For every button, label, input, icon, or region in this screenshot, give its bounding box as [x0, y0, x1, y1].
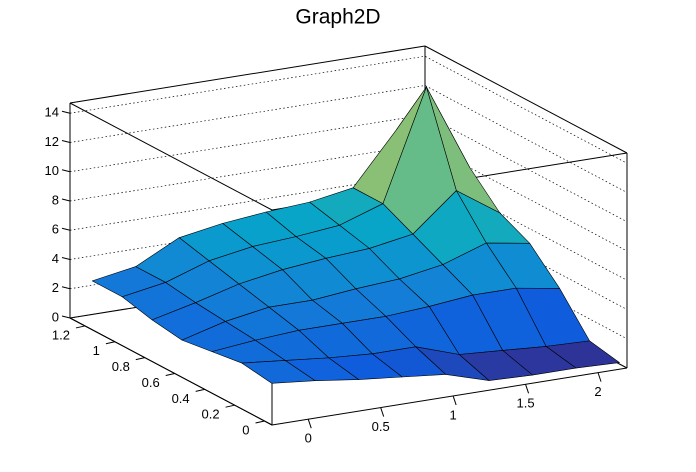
y-tick [225, 404, 235, 408]
y-tick-label: 0.4 [172, 391, 190, 406]
z-tick-label: 10 [45, 163, 59, 178]
z-tick [61, 257, 71, 260]
z-tick [61, 198, 71, 202]
z-tick [61, 110, 71, 114]
y-tick-label: 1.2 [52, 327, 70, 342]
z-tick [61, 169, 71, 173]
x-tick [380, 407, 385, 417]
x-axis [271, 367, 628, 426]
x-tick [307, 419, 312, 429]
z-tick-label: 6 [52, 222, 59, 237]
y-axis [69, 317, 273, 426]
x-tick-label: 0 [305, 431, 312, 446]
x-tick-label: 1.5 [517, 396, 535, 411]
y-tick [105, 341, 115, 345]
z-tick-label: 12 [45, 134, 59, 149]
z-tick-label: 0 [52, 309, 59, 324]
chart-title: Graph2D [295, 6, 380, 29]
box-edge [69, 45, 426, 104]
y-tick-label: 0 [242, 422, 249, 437]
y-tick-label: 0.8 [112, 359, 130, 374]
z-tick [61, 286, 71, 290]
y-tick [255, 420, 265, 424]
z-tick [61, 315, 71, 319]
z-tick-label: 4 [52, 251, 59, 266]
x-tick-label: 0.5 [372, 419, 390, 434]
x-tick [597, 372, 602, 382]
z-tick-label: 8 [52, 192, 59, 207]
box-edge [424, 45, 628, 154]
y-tick-label: 0.6 [142, 375, 160, 390]
x-tick [452, 395, 457, 406]
box-edge [69, 102, 273, 211]
x-tick [525, 384, 530, 394]
y-tick [135, 357, 145, 361]
x-tick-label: 2 [594, 384, 601, 399]
y-tick [195, 388, 205, 392]
y-tick-label: 1 [93, 343, 100, 358]
y-tick-label: 0.2 [202, 407, 220, 422]
x-tick-label: 1 [450, 407, 457, 422]
z-tick [61, 227, 71, 231]
z-tick-label: 2 [52, 280, 59, 295]
z-tick [61, 140, 71, 143]
y-tick [75, 325, 86, 329]
surface-cell [241, 360, 316, 384]
y-tick [165, 372, 175, 376]
z-tick-label: 14 [45, 105, 59, 120]
